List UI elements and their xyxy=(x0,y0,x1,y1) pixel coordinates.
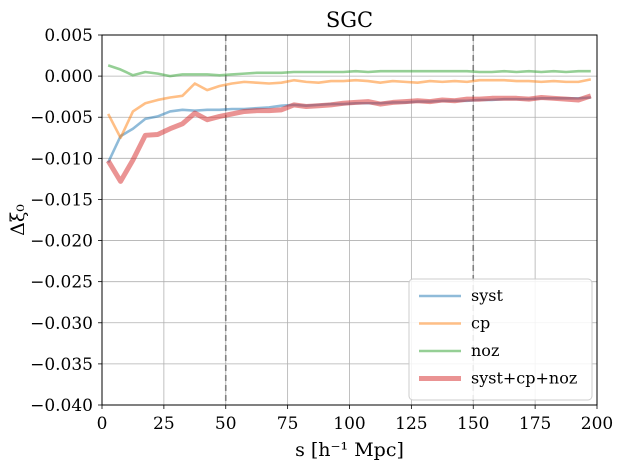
x-axis-title: s [h⁻¹ Mpc] xyxy=(295,439,404,461)
series-line-cp xyxy=(107,78,592,140)
y-tick-label: −0.015 xyxy=(30,190,93,210)
legend-label: cp xyxy=(471,314,490,333)
legend-box xyxy=(408,278,593,401)
x-tick-label: 0 xyxy=(97,414,108,434)
series-group xyxy=(106,64,592,184)
y-tick-label: −0.025 xyxy=(30,273,93,293)
series-line-noz xyxy=(107,64,591,78)
legend-label: noz xyxy=(471,341,499,360)
x-tick-label: 175 xyxy=(519,414,551,434)
x-axis: 0 25 50 75 100 125 150 175 200 xyxy=(97,405,613,434)
x-tick-label: 100 xyxy=(333,414,365,434)
x-tick-label: 75 xyxy=(277,414,299,434)
y-tick-label: −0.020 xyxy=(30,232,93,252)
series-line-syst-cp-noz xyxy=(106,93,592,184)
x-tick-label: 25 xyxy=(153,414,175,434)
y-tick-label: 0.000 xyxy=(44,67,93,87)
y-tick-label: −0.010 xyxy=(30,149,93,169)
legend-label: syst+cp+noz xyxy=(471,369,577,388)
y-tick-label: −0.035 xyxy=(30,355,93,375)
y-axis-title: Δξ₀ xyxy=(7,204,29,236)
y-tick-label: −0.030 xyxy=(30,314,93,334)
chart-title: SGC xyxy=(326,8,373,32)
x-tick-label: 150 xyxy=(457,414,489,434)
y-tick-label: −0.040 xyxy=(30,396,93,416)
x-tick-label: 50 xyxy=(215,414,237,434)
x-tick-label: 200 xyxy=(581,414,613,434)
y-tick-label: −0.005 xyxy=(30,108,93,128)
y-tick-label: 0.005 xyxy=(44,26,93,46)
legend-label: syst xyxy=(471,286,503,305)
x-tick-label: 125 xyxy=(395,414,427,434)
legend: syst cp noz syst+cp+noz xyxy=(408,278,593,401)
y-axis: 0.005 0.000 −0.005 −0.010 −0.015 −0.020 −0.025… xyxy=(30,26,102,416)
